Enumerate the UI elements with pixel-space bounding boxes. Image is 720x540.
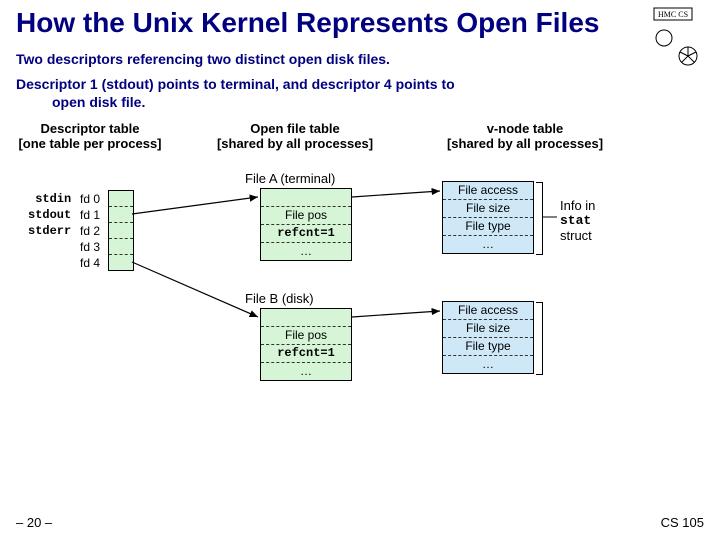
file-a-row-1: File pos: [261, 207, 351, 225]
file-b-row-3: …: [261, 363, 351, 380]
vnode-b-row-1: File size: [443, 320, 533, 338]
slide-title: How the Unix Kernel Represents Open File…: [0, 0, 720, 39]
file-b-row-1: File pos: [261, 327, 351, 345]
logo: HMC CS: [650, 6, 710, 66]
file-a-row-3: …: [261, 243, 351, 260]
footer-page-number: – 20 –: [16, 515, 52, 530]
bracket-b: [536, 302, 543, 375]
fd-stream-labels: stdin stdout stderr: [28, 191, 71, 239]
file-b-row-0: [261, 309, 351, 327]
vnode-a-row-2: File type: [443, 218, 533, 236]
fd-numbers: fd 0 fd 1 fd 2 fd 3 fd 4: [80, 191, 100, 271]
vnode-b-table: File access File size File type …: [442, 301, 534, 374]
subtitle-2-line1: Descriptor 1 (stdout) points to terminal…: [16, 76, 455, 92]
subtitle-2-line2: open disk file.: [52, 94, 145, 110]
file-a-row-2: refcnt=1: [261, 225, 351, 243]
vnode-b-row-3: …: [443, 356, 533, 373]
file-b-title: File B (disk): [245, 291, 314, 306]
header-open-file-table: Open file table[shared by all processes]: [180, 121, 410, 151]
subtitle-2: Descriptor 1 (stdout) points to terminal…: [0, 71, 720, 115]
subtitle-1: Two descriptors referencing two distinct…: [0, 39, 720, 71]
fd-cell-4: [109, 255, 133, 270]
bracket-a: [536, 182, 543, 255]
file-b-row-2: refcnt=1: [261, 345, 351, 363]
header-descriptor-table: Descriptor table[one table per process]: [0, 121, 180, 151]
file-a-row-0: [261, 189, 351, 207]
column-headers: Descriptor table[one table per process] …: [0, 121, 720, 151]
fd-cell-1: [109, 207, 133, 223]
descriptor-table: [108, 190, 134, 271]
diagram: stdin stdout stderr fd 0 fd 1 fd 2 fd 3 …: [0, 151, 720, 441]
vnode-b-row-2: File type: [443, 338, 533, 356]
file-b-table: File pos refcnt=1 …: [260, 308, 352, 381]
vnode-b-row-0: File access: [443, 302, 533, 320]
fd-cell-0: [109, 191, 133, 207]
footer-course: CS 105: [661, 515, 704, 530]
vnode-a-row-0: File access: [443, 182, 533, 200]
header-vnode-table: v-node table[shared by all processes]: [410, 121, 640, 151]
file-a-title: File A (terminal): [245, 171, 335, 186]
fd-cell-2: [109, 223, 133, 239]
vnode-a-row-1: File size: [443, 200, 533, 218]
vnode-a-table: File access File size File type …: [442, 181, 534, 254]
vnode-a-row-3: …: [443, 236, 533, 253]
annot-info: Info in stat struct: [560, 199, 595, 243]
svg-text:HMC CS: HMC CS: [658, 10, 688, 19]
fd-cell-3: [109, 239, 133, 255]
file-a-table: File pos refcnt=1 …: [260, 188, 352, 261]
